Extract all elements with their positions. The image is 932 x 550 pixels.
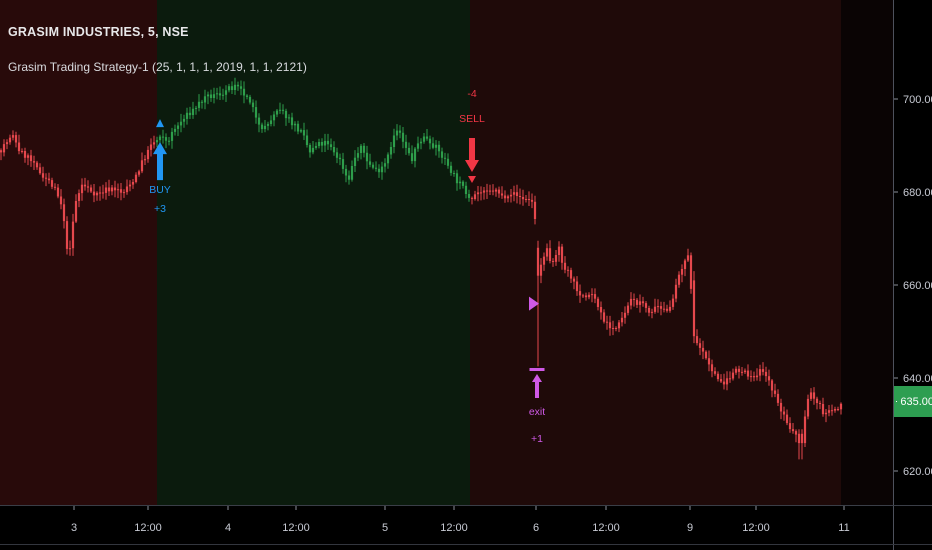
exit-marker: exit +1 xyxy=(529,296,545,445)
position-zone-3 xyxy=(470,0,841,505)
price-tick-label: 680.00 xyxy=(903,187,932,199)
small-up-arrow-icon xyxy=(156,119,164,128)
svg-text:SELL: SELL xyxy=(459,113,485,125)
last-price-badge: 635.00 xyxy=(894,386,932,417)
time-tick-label: 12:00 xyxy=(440,522,468,534)
svg-text:-4: -4 xyxy=(467,88,476,100)
position-zone-4 xyxy=(841,0,893,505)
small-down-arrow-icon xyxy=(468,176,476,184)
time-tick-label: 12:00 xyxy=(742,522,770,534)
time-tick-label: 5 xyxy=(382,522,388,534)
chart-legend: GRASIM INDUSTRIES, 5, NSE Grasim Trading… xyxy=(8,25,307,74)
price-tick-mark xyxy=(896,400,898,403)
time-tick-label: 12:00 xyxy=(134,522,162,534)
price-tick-label: 700.00 xyxy=(903,94,932,106)
position-zone-2 xyxy=(157,0,470,505)
sell-arrow-icon xyxy=(465,138,479,173)
strategy-title[interactable]: Grasim Trading Strategy-1 (25, 1, 1, 1, … xyxy=(8,60,307,74)
svg-text:BUY: BUY xyxy=(149,184,171,196)
time-axis[interactable]: 3 12:00 4 12:00 5 12:00 6 12:00 9 12:00 11 xyxy=(71,506,850,534)
exit-bar-icon xyxy=(529,368,545,371)
price-tick-label: 640.00 xyxy=(903,373,932,385)
sell-marker: -4 SELL xyxy=(459,88,485,184)
position-zone-1 xyxy=(0,0,157,505)
exit-arrow-icon xyxy=(532,374,542,398)
symbol-title[interactable]: GRASIM INDUSTRIES, 5, NSE xyxy=(8,25,189,39)
svg-text:+3: +3 xyxy=(154,203,166,215)
price-tick-label: 660.00 xyxy=(903,280,932,292)
price-tick-label: 620.00 xyxy=(903,466,932,478)
candlestick-series xyxy=(0,77,843,460)
time-tick-label: 12:00 xyxy=(592,522,620,534)
price-axis[interactable]: 700.00 680.00 660.00 640.00 620.00 xyxy=(894,94,932,478)
time-tick-label: 11 xyxy=(838,522,849,534)
exit-price-arrow-icon xyxy=(529,296,539,311)
buy-arrow-icon xyxy=(153,142,167,181)
buy-marker: BUY +3 xyxy=(149,119,171,215)
svg-text:exit: exit xyxy=(529,406,545,418)
time-tick-label: 3 xyxy=(71,522,77,534)
time-tick-label: 9 xyxy=(687,522,693,534)
last-price-value: 635.00 xyxy=(900,395,932,408)
time-tick-label: 4 xyxy=(225,522,231,534)
svg-text:+1: +1 xyxy=(531,433,543,445)
time-tick-label: 12:00 xyxy=(282,522,310,534)
time-tick-label: 6 xyxy=(533,522,539,534)
